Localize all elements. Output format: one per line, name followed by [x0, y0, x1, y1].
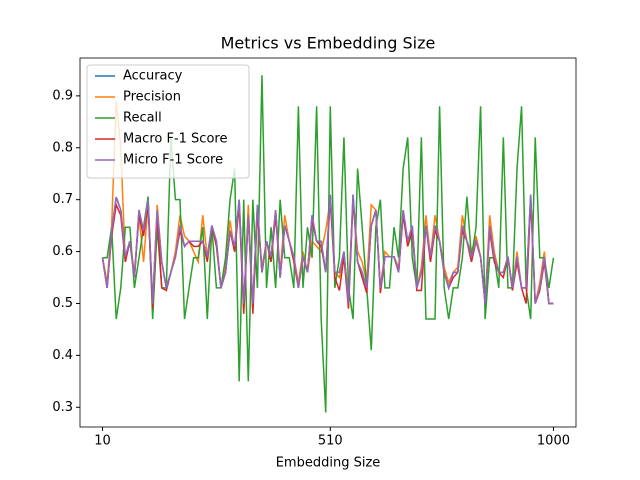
x-tick-label: 10 [94, 434, 111, 449]
y-tick-label: 0.5 [52, 296, 73, 311]
plot-frame [79, 57, 577, 428]
legend-label: Accuracy [123, 69, 183, 84]
legend-label: Micro F-1 Score [123, 153, 223, 168]
legend-label: Recall [123, 111, 162, 126]
chart-title: Metrics vs Embedding Size [221, 34, 436, 53]
x-tick-label: 510 [318, 434, 343, 449]
y-tick-label: 0.3 [52, 400, 73, 415]
x-tick-label: 1000 [537, 434, 570, 449]
y-tick-label: 0.7 [52, 192, 73, 207]
y-tick-label: 0.6 [52, 244, 73, 259]
y-tick-label: 0.9 [52, 88, 73, 103]
legend-box [86, 64, 250, 179]
x-axis-label: Embedding Size [276, 456, 381, 471]
series-line [101, 194, 554, 305]
legend-label: Macro F-1 Score [123, 132, 227, 147]
series-line [102, 75, 555, 413]
y-tick-label: 0.8 [52, 140, 73, 155]
legend-label: Precision [123, 90, 181, 105]
y-tick-label: 0.4 [52, 348, 73, 363]
